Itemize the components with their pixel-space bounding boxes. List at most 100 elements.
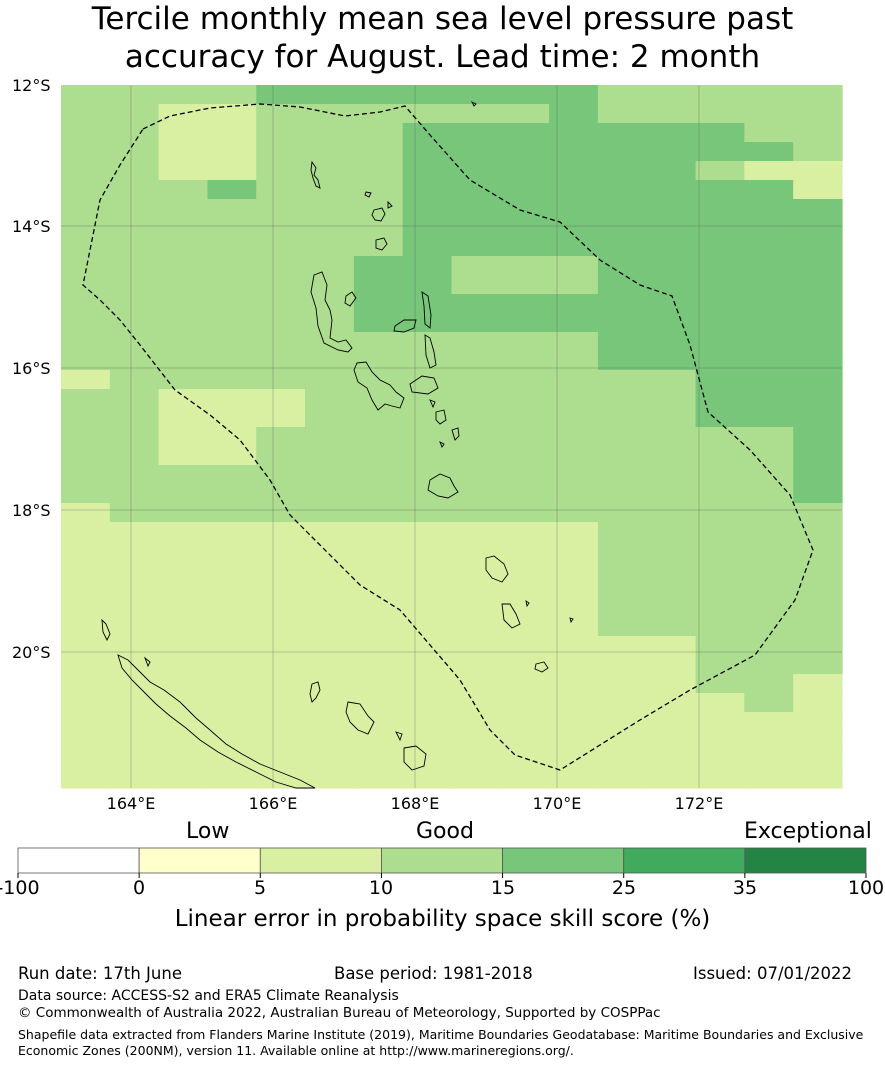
skill-grid: [61, 85, 843, 789]
grid-cell: [109, 598, 160, 618]
run-date: Run date: 17th June: [18, 964, 182, 983]
grid-cell: [109, 332, 160, 352]
grid-cell: [597, 465, 648, 485]
island-pentecost: [424, 334, 437, 369]
grid-cell: [61, 351, 111, 371]
grid-cell: [353, 218, 404, 238]
grid-cell: [207, 237, 257, 257]
grid-cell: [402, 674, 453, 694]
island-mare: [403, 745, 427, 771]
grid-cell: [695, 408, 745, 428]
grid-cell: [305, 408, 355, 428]
grid-cell: [353, 541, 404, 561]
island-torres: [310, 160, 321, 189]
grid-cell: [305, 370, 355, 390]
data-source: Data source: ACCESS-S2 and ERA5 Climate …: [18, 988, 399, 1004]
grid-cell: [207, 389, 257, 409]
grid-cell: [549, 598, 599, 618]
grid-cell: [207, 104, 257, 124]
grid-cell: [549, 313, 599, 333]
island-belep: [101, 618, 111, 642]
grid-cell: [646, 142, 697, 162]
grid-cell: [597, 199, 648, 219]
grid-cell: [109, 142, 160, 162]
grid-cell: [256, 598, 306, 618]
grid-cell: [451, 541, 501, 561]
grid-cell: [158, 389, 209, 409]
grid-cell: [353, 370, 404, 390]
grid-cell: [744, 560, 794, 580]
grid-cell: [158, 484, 209, 504]
island-small-e: [470, 100, 477, 107]
grid-cell: [597, 218, 648, 238]
grid-cell: [61, 294, 111, 314]
grid-cell: [305, 180, 355, 200]
grid-cell: [793, 655, 843, 675]
grid-cell: [744, 674, 794, 694]
grid-cell: [597, 674, 648, 694]
grid-cell: [549, 446, 599, 466]
grid-cell: [207, 769, 257, 789]
chart-title: Tercile monthly mean sea level pressure …: [0, 0, 885, 76]
grid-cell: [402, 712, 453, 732]
grid-cell: [744, 427, 794, 447]
grid-cell: [61, 541, 111, 561]
grid-cell: [207, 218, 257, 238]
grid-cell: [451, 294, 501, 314]
grid-cell: [61, 712, 111, 732]
grid-cell: [500, 370, 550, 390]
grid-cell: [305, 104, 355, 124]
grid-cell: [207, 256, 257, 276]
island-ambae: [393, 319, 417, 333]
grid-cell: [207, 693, 257, 713]
grid-cell: [793, 275, 843, 295]
grid-cell: [646, 218, 697, 238]
grid-cell: [158, 541, 209, 561]
grid-cell: [597, 351, 648, 371]
grid-cell: [109, 199, 160, 219]
grid-cell: [353, 275, 404, 295]
grid-cell: [207, 180, 257, 200]
grid-cell: [353, 560, 404, 580]
grid-cell: [695, 693, 745, 713]
island-efate: [427, 473, 459, 499]
grid-cell: [305, 446, 355, 466]
grid-cell: [305, 712, 355, 732]
grid-cell: [549, 712, 599, 732]
grid-cell: [500, 104, 550, 124]
grid-cell: [451, 465, 501, 485]
grid-cell: [353, 332, 404, 352]
grid-cell: [793, 370, 843, 390]
grid-cell: [158, 85, 209, 105]
grid-cell: [158, 256, 209, 276]
grid-cell: [158, 294, 209, 314]
grid-cell: [353, 408, 404, 428]
grid-cell: [451, 446, 501, 466]
grid-cell: [793, 541, 843, 561]
grid-cell: [305, 237, 355, 257]
grid-cell: [353, 693, 404, 713]
grid-cell: [402, 427, 453, 447]
grid-cell: [305, 503, 355, 523]
grid-cell: [500, 427, 550, 447]
grid-cell: [793, 674, 843, 694]
grid-cell: [61, 275, 111, 295]
grid-cell: [158, 522, 209, 542]
grid-cell: [353, 674, 404, 694]
grid-cell: [256, 579, 306, 599]
island-malekula: [353, 361, 405, 411]
grid-cell: [207, 674, 257, 694]
grid-cell: [109, 693, 160, 713]
grid-cell: [402, 731, 453, 751]
grid-cell: [451, 731, 501, 751]
grid-cell: [256, 85, 306, 105]
colorbar-segment: [17, 847, 140, 874]
colorbar-tick: 0: [132, 877, 146, 899]
grid-cell: [207, 294, 257, 314]
grid-cell: [549, 275, 599, 295]
grid-cell: [61, 560, 111, 580]
grid-cell: [61, 85, 111, 105]
island-ambrym: [409, 375, 439, 395]
grid-cell: [353, 503, 404, 523]
colorbar-label: Linear error in probability space skill …: [174, 906, 711, 932]
